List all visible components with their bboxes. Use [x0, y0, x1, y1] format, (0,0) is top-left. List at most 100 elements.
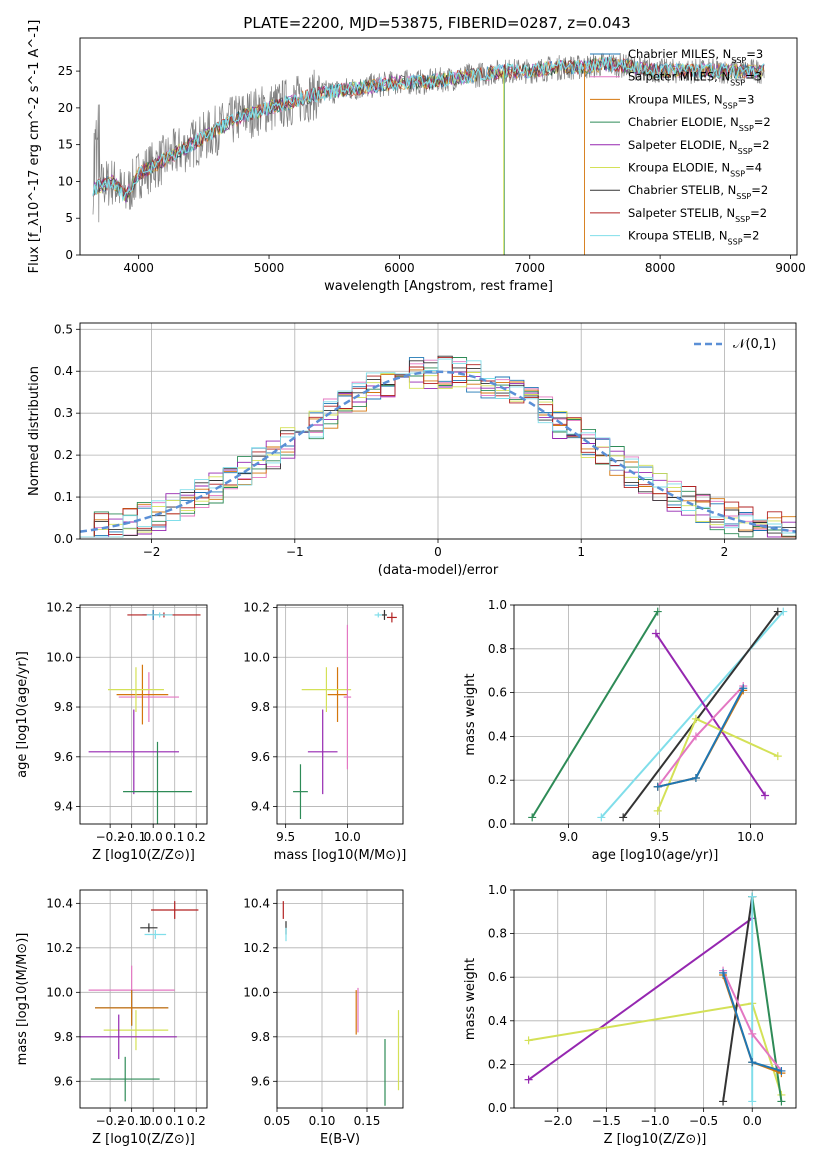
- x-tick-label: −1.0: [640, 1114, 669, 1128]
- y-tick-label: 0.4: [488, 1014, 507, 1028]
- panel-weight-vs-age: 9.0 9.5 10.0 0.0 0.2 0.4 0.6 0.8 1.0 age [log10(a…: [463, 598, 797, 863]
- x-tick-label: 4000: [123, 261, 154, 275]
- x-tick-label: 2: [721, 545, 729, 559]
- legend-label: Chabrier STELIB, NSSP=2: [628, 183, 768, 201]
- axes-frame: 9.5 10.0 9.4 9.6 9.8 10.0 10.2 mass [log10(M/M⊙…: [243, 600, 406, 863]
- point-2: [144, 930, 167, 939]
- panel-age-vs-mass: 9.5 10.0 9.4 9.6 9.8 10.0 10.2 mass [log10(M/M⊙…: [243, 600, 406, 863]
- panel-spectrum: 4000 5000 6000 7000 8000 9000 0 5 10 15 20 25 wavele…: [27, 20, 806, 294]
- point-3: [327, 667, 348, 722]
- y-tick-label: 10: [58, 174, 73, 188]
- y-axis-label: Flux [f_λ10^-17 erg cm^-2 s^-1 A^-1]: [27, 20, 42, 274]
- y-tick-label: 10.0: [243, 985, 270, 999]
- x-tick-label: 8000: [645, 261, 676, 275]
- x-tick-label: 9000: [775, 261, 806, 275]
- axes-box: [276, 889, 404, 1109]
- y-tick-label: 10.2: [46, 941, 73, 955]
- y-tick-label: 9.6: [54, 750, 73, 764]
- x-tick-label: −0.1: [117, 830, 146, 844]
- weight-line-0: [531, 611, 659, 818]
- hist-8: [80, 358, 796, 538]
- y-axis-label: mass weight: [463, 958, 478, 1040]
- plot-area: [293, 609, 397, 820]
- weight-marker: [651, 629, 660, 638]
- gridlines: [276, 890, 403, 1108]
- point-0: [374, 612, 382, 618]
- x-tick-label: 0.15: [354, 1114, 381, 1128]
- y-tick-label: 10.4: [243, 896, 270, 910]
- y-tick-label: 0.4: [488, 729, 507, 743]
- normal-curve: [80, 370, 796, 533]
- x-tick-label: 1: [577, 545, 585, 559]
- legend-label: Kroupa ELODIE, NSSP=4: [628, 161, 762, 179]
- x-tick-label: 7000: [514, 261, 545, 275]
- axes-box: [276, 604, 404, 825]
- weight-marker: [524, 1075, 533, 1084]
- x-tick-label: 0.05: [264, 1114, 291, 1128]
- legend-label: Salpeter MILES, NSSP=3: [628, 70, 762, 88]
- weight-marker: [719, 968, 728, 977]
- weight-marker: [691, 774, 700, 783]
- axes-box: [513, 889, 797, 1109]
- axes-box: [513, 604, 797, 825]
- point-1: [382, 609, 387, 620]
- weight-marker: [719, 1097, 728, 1106]
- y-tick-label: 5: [65, 211, 73, 225]
- weight-line-2: [751, 896, 783, 1102]
- point-1: [140, 923, 158, 933]
- plot-area: [80, 355, 796, 538]
- legend-label: Chabrier ELODIE, NSSP=2: [628, 115, 771, 133]
- weight-line-2: [622, 610, 779, 819]
- panel-mass-vs-Z: −0.2−0.10.0 0.1 0.2 9.6 9.8 10.0 10.2 10.4 Z [lo…: [15, 889, 208, 1147]
- x-tick-label: 0.0: [144, 1114, 163, 1128]
- x-tick-label: 0.0: [743, 1114, 762, 1128]
- point-7: [80, 1014, 177, 1060]
- y-tick-label: 10.4: [46, 896, 73, 910]
- axes-frame: 0.05 0.10 0.15 9.6 9.8 10.0 10.2 10.4 E(B-V): [243, 889, 404, 1147]
- axes-frame: −2.0 −1.5 −1.0 −0.5 0.0 0.0 0.2 0.4 0.6 0.8 1.0 Z […: [463, 883, 797, 1147]
- x-axis-label: Z [log10(Z/Z⊙)]: [604, 1132, 707, 1147]
- point-8: [90, 1056, 160, 1102]
- x-tick-label: 9.5: [650, 830, 669, 844]
- x-tick-label: −1: [286, 545, 304, 559]
- y-tick-label: 9.6: [251, 750, 270, 764]
- x-tick-label: 5000: [254, 261, 285, 275]
- weight-line-3: [722, 896, 754, 1102]
- weight-marker: [653, 806, 662, 815]
- x-axis-label: wavelength [Angstrom, rest frame]: [324, 279, 553, 294]
- weight-line-1: [600, 610, 785, 819]
- legend-label: Chabrier MILES, NSSP=3: [628, 47, 763, 65]
- y-tick-label: 1.0: [488, 883, 507, 897]
- y-tick-label: 0.3: [54, 406, 73, 420]
- weight-marker: [748, 1058, 757, 1067]
- y-tick-label: 9.4: [251, 800, 270, 814]
- legend-label: Kroupa MILES, NSSP=3: [628, 92, 754, 110]
- weight-line-3: [655, 632, 766, 797]
- axes-box: [79, 322, 797, 540]
- y-tick-label: 0.5: [54, 322, 73, 336]
- weight-marker: [761, 791, 770, 800]
- gridlines: [80, 323, 796, 540]
- x-axis-label: (data-model)/error: [378, 563, 499, 578]
- weight-line-0: [528, 917, 753, 1081]
- y-tick-label: 9.8: [251, 1030, 270, 1044]
- weight-marker: [748, 1029, 757, 1038]
- x-tick-label: 0.1: [165, 1114, 184, 1128]
- y-tick-label: 20: [58, 101, 73, 115]
- panel-mass-vs-EBV: 0.05 0.10 0.15 9.6 9.8 10.0 10.2 10.4 E(B-V): [243, 889, 404, 1147]
- y-tick-label: 0.2: [54, 448, 73, 462]
- axes-box: [79, 889, 208, 1109]
- legend-label: Salpeter STELIB, NSSP=2: [628, 206, 767, 224]
- x-axis-label: mass [log10(M/M⊙)]: [274, 848, 407, 863]
- axes-frame: 9.0 9.5 10.0 0.0 0.2 0.4 0.6 0.8 1.0 age [log10(a…: [463, 598, 797, 863]
- plot-area: [282, 901, 400, 1106]
- weight-marker: [773, 607, 782, 616]
- weight-marker: [597, 813, 606, 822]
- y-tick-label: 9.6: [251, 1074, 270, 1088]
- gridlines: [514, 604, 796, 825]
- y-tick-label: 10.2: [46, 600, 73, 614]
- y-tick-label: 0.2: [488, 1057, 507, 1071]
- panel-age-vs-Z: −0.2−0.10.0 0.1 0.2 9.4 9.6 9.8 10.0 10.2 Z [log…: [15, 600, 208, 863]
- y-tick-label: 25: [58, 64, 73, 78]
